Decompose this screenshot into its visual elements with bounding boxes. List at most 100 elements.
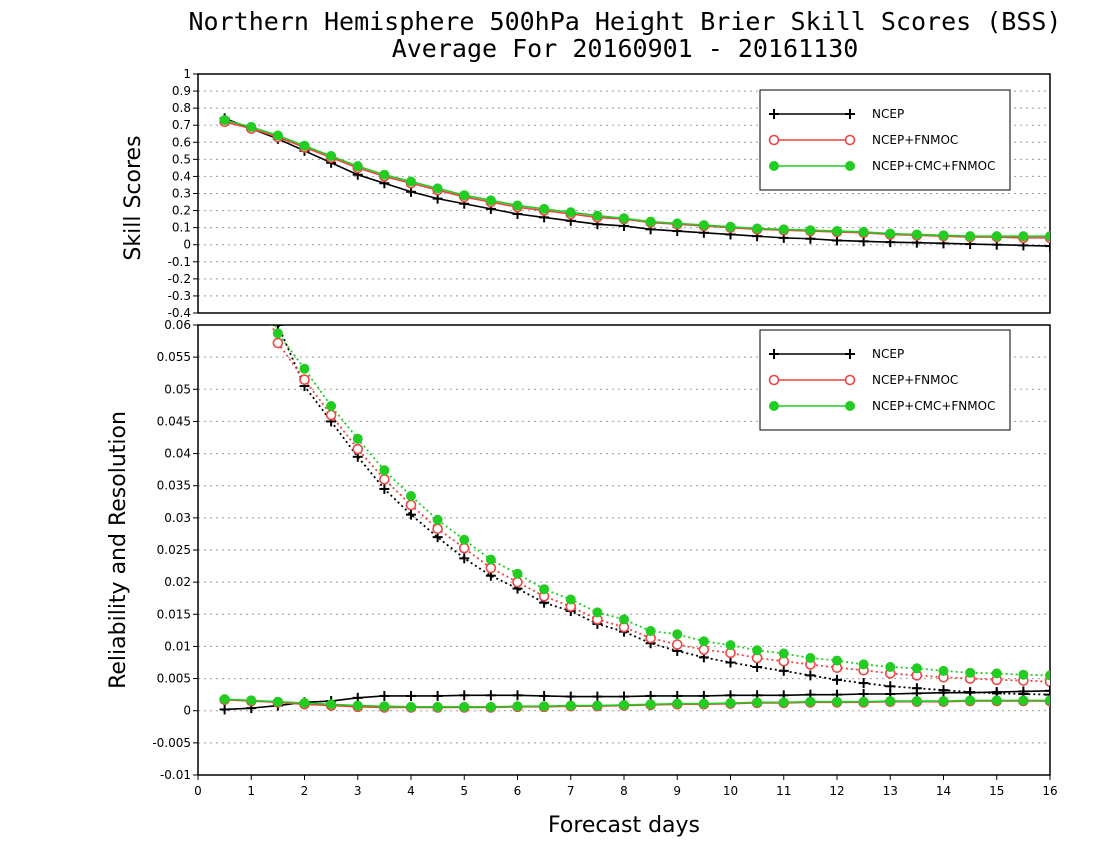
y-tick-label: 0 [183, 704, 191, 718]
data-point [299, 374, 310, 385]
data-point [938, 696, 949, 707]
data-point [219, 115, 230, 126]
data-point [458, 542, 470, 554]
data-point [885, 662, 896, 672]
data-point [805, 653, 816, 663]
data-point [539, 203, 550, 214]
series-layer [219, 113, 1050, 252]
x-tick-label: 14 [936, 784, 951, 798]
series-ncep-cmc-fnmoc [219, 115, 1050, 242]
data-point [752, 697, 763, 708]
panel-reliability-resolution: -0.01 -0.005 0 0.005 0.01 0.015 0.02 0.025 0.03 0… [152, 318, 1057, 798]
y-tick-label: 0.2 [172, 204, 191, 218]
data-point [512, 576, 523, 588]
y-tick-label: 0.005 [157, 672, 191, 686]
data-point [938, 230, 949, 241]
y-tick-label: 0.6 [172, 135, 191, 149]
chart-title-line1: Northern Hemisphere 500hPa Height Brier … [189, 7, 1062, 36]
data-point [1045, 231, 1050, 242]
x-tick-label: 9 [673, 784, 681, 798]
data-point [965, 231, 976, 242]
x-tick-label: 10 [723, 784, 738, 798]
legend: NCEP NCEP+FNMOC NCEP+CMC+FNMOC [759, 89, 1011, 191]
data-point [619, 699, 629, 710]
x-tick-label: 11 [776, 784, 791, 798]
data-point [619, 614, 629, 625]
data-point [671, 639, 683, 650]
legend-marker [769, 161, 779, 171]
data-point [619, 213, 629, 224]
legend-marker [845, 401, 855, 411]
data-point [432, 523, 443, 535]
data-point [405, 499, 417, 511]
y-tick-label: -0.2 [168, 272, 191, 286]
data-point [911, 663, 922, 674]
legend-item: NCEP+FNMOC [768, 373, 958, 387]
panel-skill-scores: -0.4 -0.3 -0.2 -0.1 0 0.1 0.2 0.3 0.4 0.5 0.6 0.7 0.… [168, 67, 1051, 320]
x-axis-label: Forecast days [548, 813, 700, 838]
data-point [459, 534, 470, 545]
data-point [592, 210, 603, 221]
data-point [299, 698, 310, 708]
legend-item: NCEP [769, 107, 904, 121]
data-point [565, 207, 576, 218]
legend-item: NCEP+CMC+FNMOC [769, 159, 995, 173]
data-point [432, 701, 443, 712]
legend: NCEP NCEP+FNMOC NCEP+CMC+FNMOC [759, 329, 1011, 431]
legend-marker [768, 374, 780, 386]
x-tick-label: 12 [829, 784, 844, 798]
legend-label: NCEP+CMC+FNMOC [872, 159, 995, 173]
data-point [459, 190, 470, 201]
data-point [592, 607, 603, 618]
y-tick-label: -0.3 [168, 289, 191, 303]
data-point [406, 491, 416, 501]
x-tick-label: 0 [194, 784, 202, 798]
y-tick-label: -0.4 [168, 306, 191, 320]
plot-frame [197, 73, 1051, 314]
data-point [778, 697, 789, 708]
data-point [885, 696, 896, 707]
y-tick-label: 0.7 [172, 118, 191, 132]
data-point [512, 568, 523, 579]
legend-item: NCEP+CMC+FNMOC [769, 399, 995, 413]
data-point [1045, 670, 1050, 681]
legend-label: NCEP+FNMOC [872, 133, 958, 147]
data-point [352, 433, 363, 444]
legend-item: NCEP+FNMOC [768, 133, 958, 147]
x-tick-label: 4 [407, 784, 415, 798]
series-ncep-cmc-fnmoc-reliability [219, 694, 1050, 712]
x-tick-label: 15 [989, 784, 1004, 798]
data-point [326, 699, 337, 710]
data-point [485, 554, 496, 565]
y-tick-label: -0.005 [152, 736, 191, 750]
y-tick-label: 0.03 [164, 511, 191, 525]
data-point [272, 130, 283, 141]
data-point [539, 584, 550, 595]
data-point [432, 183, 443, 194]
data-point [832, 696, 842, 707]
data-point [858, 659, 869, 670]
data-point [965, 667, 976, 678]
data-point [672, 629, 683, 640]
data-point [805, 225, 816, 236]
data-point [406, 176, 416, 187]
data-point [725, 698, 736, 708]
data-point [459, 701, 470, 712]
data-point [672, 698, 683, 709]
data-point [938, 665, 949, 676]
data-point [565, 594, 576, 605]
data-point [539, 701, 550, 712]
data-point [965, 695, 976, 706]
data-point [991, 231, 1002, 242]
x-tick-label: 16 [1042, 784, 1057, 798]
data-point [645, 626, 656, 636]
data-point [512, 701, 523, 712]
legend-marker [844, 374, 856, 386]
data-point [326, 150, 337, 161]
data-point [805, 696, 816, 707]
x-tick-label: 2 [301, 784, 309, 798]
series-ncep-fnmoc-reliability [219, 694, 1050, 713]
top-y-axis-label: Skill Scores [121, 135, 146, 260]
x-tick-label: 13 [883, 784, 898, 798]
